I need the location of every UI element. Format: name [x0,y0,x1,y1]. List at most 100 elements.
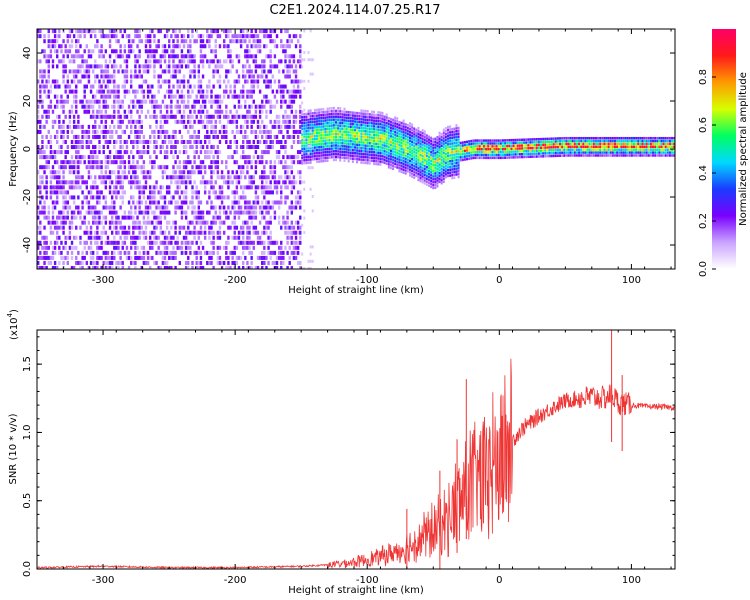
heatmap-cell [208,99,211,104]
heatmap-cell [389,146,392,150]
heatmap-cell [537,137,540,141]
heatmap-cell [43,255,46,260]
heatmap-cell [115,140,118,144]
heatmap-cell [318,137,321,140]
heatmap-cell [187,34,190,39]
heatmap-cell [225,44,228,49]
heatmap-cell [237,230,241,235]
heatmap-cell [487,145,490,148]
heatmap-cell [489,150,492,154]
heatmap-cell [269,59,272,64]
heatmap-cell [294,129,298,134]
heatmap-cell [91,160,95,165]
heatmap-cell [121,170,124,175]
heatmap-cell [415,168,418,172]
heatmap-cell [476,142,479,145]
heatmap-cell [307,58,310,62]
heatmap-cell [290,134,294,139]
heatmap-cell [332,158,335,162]
heatmap-cell [176,245,179,250]
heatmap-cell [87,190,91,195]
heatmap-cell [184,260,188,265]
heatmap-cell [68,160,72,165]
heatmap-cell [430,136,433,140]
heatmap-cell [70,170,74,175]
heatmap-cell [225,69,228,74]
heatmap-cell [434,163,437,167]
heatmap-cell [201,99,205,104]
heatmap-cell [320,116,323,120]
heatmap-cell [320,119,323,123]
heatmap-cell [368,162,371,165]
heatmap-cell [427,172,430,176]
heatmap-cell [286,225,289,230]
heatmap-cell [165,29,169,34]
heatmap-cell [225,245,228,250]
heatmap-cell [146,94,150,99]
heatmap-cell [96,266,99,269]
heatmap-cell [246,109,249,114]
heatmap-cell [98,54,101,59]
heatmap-cell [168,89,171,94]
heatmap-cell [58,215,61,220]
heatmap-cell [227,260,230,265]
heatmap-cell [250,29,253,34]
heatmap-cell [56,104,59,109]
heatmap-cell [309,72,312,76]
heatmap-cell [51,200,55,205]
heatmap-cell [427,144,430,147]
heatmap-cell [151,54,154,59]
heatmap-cell [75,109,78,114]
heatmap-cell [100,245,103,250]
heatmap-cell [201,94,205,99]
heatmap-cell [193,109,196,114]
heatmap-cell [315,154,318,158]
heatmap-cell [345,128,348,131]
heatmap-cell [451,142,454,145]
heatmap-cell [292,34,296,39]
heatmap-cell [542,140,545,144]
heatmap-cell [315,157,318,161]
heatmap-cell [366,144,369,148]
heatmap-cell [284,44,287,49]
heatmap-cell [70,79,74,84]
heatmap-cell [404,126,407,129]
heatmap-cell [267,210,270,215]
heatmap-cell [134,180,137,185]
heatmap-cell [246,49,249,54]
heatmap-cell [174,64,177,69]
heatmap-cell [309,141,312,144]
heatmap-cell [288,94,291,99]
heatmap-cell [309,245,312,249]
heatmap-cell [165,240,169,245]
heatmap-cell [301,156,304,159]
heatmap-cell [142,150,146,155]
heatmap-cell [184,104,188,109]
heatmap-cell [339,144,342,148]
heatmap-cell [100,114,103,119]
heatmap-cell [96,235,99,240]
heatmap-cell [94,160,97,165]
heatmap-cell [144,39,148,44]
heatmap-cell [358,146,361,150]
heatmap-cell [208,39,211,44]
heatmap-cell [250,160,253,165]
heatmap-cell [248,155,251,160]
heatmap-cell [535,140,538,144]
heatmap-cell [140,230,143,235]
heatmap-cell [345,116,348,120]
heatmap-cell [288,205,291,210]
heatmap-cell [271,29,274,34]
heatmap-cell [358,135,361,138]
heatmap-cell [277,89,281,94]
heatmap-cell [436,147,439,151]
heatmap-cell [155,180,158,185]
heatmap-cell [256,104,260,109]
heatmap-cell [254,104,258,109]
heatmap-cell [123,215,127,220]
heatmap-cell [364,153,367,156]
heatmap-cell [56,84,59,89]
heatmap-cell [535,143,538,147]
heatmap-cell [263,245,266,250]
heatmap-cell [87,160,91,165]
